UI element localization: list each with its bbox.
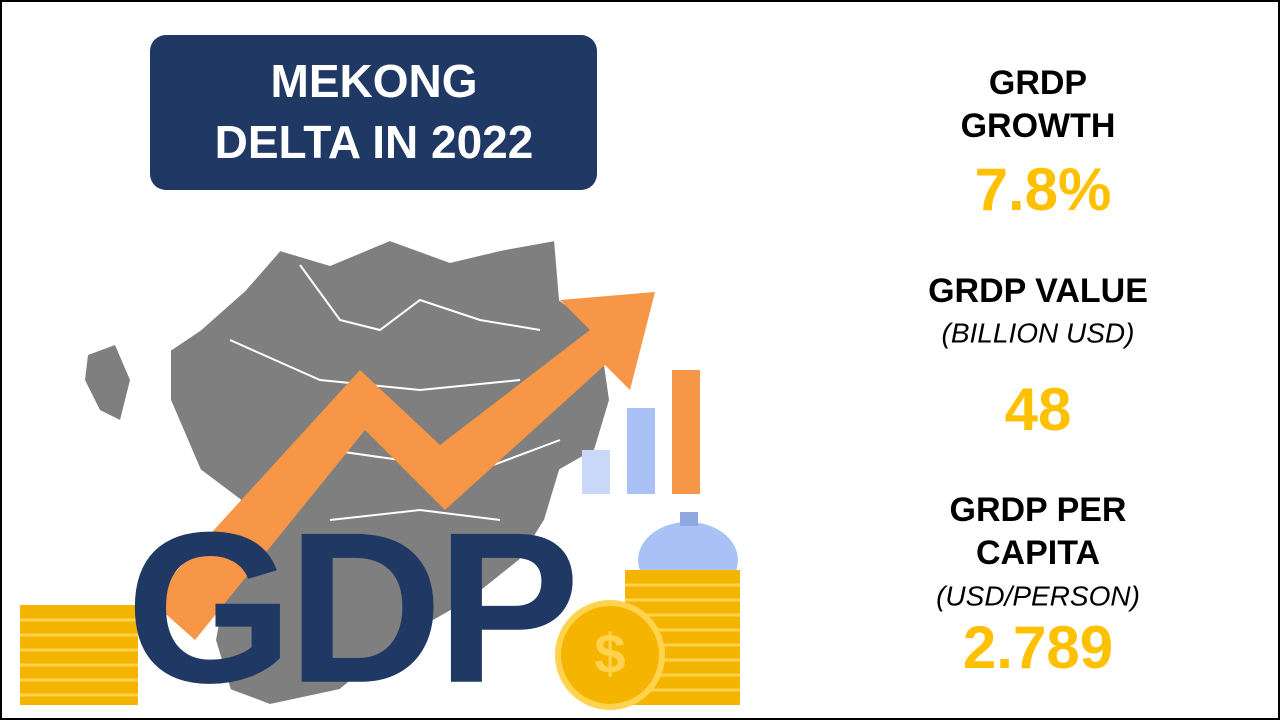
stat-value: 2.789 (963, 614, 1113, 681)
stat-label: GROWTH (961, 107, 1116, 145)
title-box (150, 35, 597, 190)
island (85, 345, 130, 420)
title-line: MEKONG (271, 55, 478, 107)
stat-label: CAPITA (976, 534, 1100, 572)
gdp-word: GDP (126, 487, 574, 720)
stat-value: 48 (1005, 376, 1072, 443)
coin-symbol: $ (594, 622, 625, 685)
stat-label: GRDP PER (950, 491, 1127, 529)
deco-bar (582, 450, 610, 494)
deco-bar (672, 370, 700, 494)
map (169, 238, 612, 707)
stat-unit: (BILLION USD) (942, 317, 1135, 348)
coin (555, 600, 665, 710)
coin-stack-left (20, 605, 138, 705)
stat-label: GRDP VALUE (928, 272, 1148, 310)
title-line: DELTA IN 2022 (215, 116, 534, 168)
stat-label: GRDP (989, 64, 1087, 102)
stat-value: 7.8% (975, 156, 1112, 223)
growth-arrow (150, 292, 655, 640)
money-bag-tie (680, 512, 698, 526)
stat-unit: (USD/PERSON) (936, 580, 1140, 611)
deco-bar (627, 408, 655, 494)
